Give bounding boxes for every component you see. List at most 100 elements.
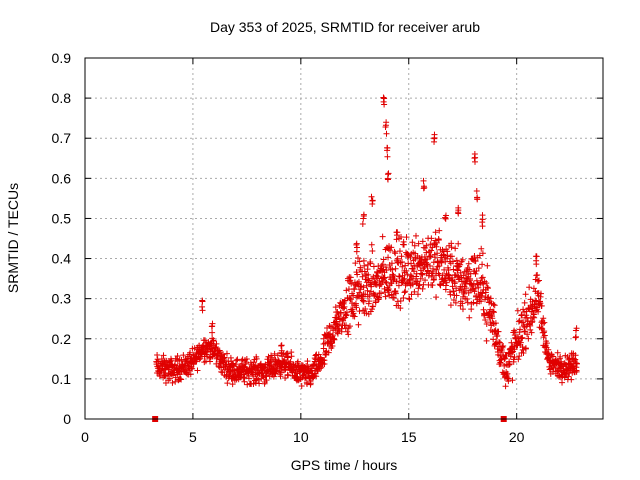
y-tick-label: 0.8 xyxy=(52,90,72,106)
data-point xyxy=(463,285,470,292)
data-point xyxy=(487,319,494,326)
data-point xyxy=(256,380,263,387)
data-point xyxy=(392,250,399,257)
data-point xyxy=(407,276,414,283)
data-point xyxy=(470,299,477,306)
data-point xyxy=(510,358,517,365)
data-point xyxy=(347,277,354,284)
data-point xyxy=(495,328,502,335)
data-point xyxy=(180,352,187,359)
data-point xyxy=(464,299,471,306)
data-point xyxy=(282,374,289,381)
data-point xyxy=(359,221,366,228)
data-point xyxy=(244,381,251,388)
data-point xyxy=(557,353,564,360)
data-point xyxy=(543,340,550,347)
data-point xyxy=(463,296,470,303)
data-point xyxy=(263,377,270,384)
data-point xyxy=(351,313,358,320)
data-point xyxy=(382,293,389,300)
data-point xyxy=(384,153,391,160)
data-point xyxy=(431,276,438,283)
data-point xyxy=(393,229,400,236)
data-point xyxy=(419,238,426,245)
data-point xyxy=(385,285,392,292)
x-axis-label: GPS time / hours xyxy=(291,457,398,473)
data-point xyxy=(271,350,278,357)
data-point xyxy=(385,170,392,177)
data-point xyxy=(430,265,437,272)
data-point xyxy=(428,235,435,242)
data-point xyxy=(359,297,366,304)
data-point xyxy=(516,353,523,360)
data-point xyxy=(455,207,462,214)
data-point xyxy=(443,279,450,286)
data-point xyxy=(216,349,223,356)
data-point xyxy=(498,349,505,356)
data-point xyxy=(304,381,311,387)
data-point xyxy=(392,265,399,272)
data-point xyxy=(497,352,504,359)
data-point xyxy=(398,253,405,260)
data-point xyxy=(568,376,575,383)
data-point xyxy=(382,278,389,285)
data-point xyxy=(407,272,414,279)
data-point xyxy=(387,247,394,254)
data-point xyxy=(396,273,403,280)
data-point xyxy=(442,214,449,221)
data-point xyxy=(354,271,361,278)
plot-frame xyxy=(84,57,604,420)
data-point xyxy=(157,371,164,378)
data-point xyxy=(534,272,541,279)
data-point xyxy=(533,257,540,264)
data-point xyxy=(234,356,241,363)
data-point xyxy=(452,299,459,306)
data-point xyxy=(449,258,456,265)
y-tick-label: 0.2 xyxy=(52,331,72,347)
data-point xyxy=(229,381,236,388)
data-point xyxy=(453,285,460,292)
data-point xyxy=(465,260,472,267)
data-point xyxy=(431,135,438,142)
data-point xyxy=(379,261,386,268)
data-point xyxy=(515,356,522,363)
data-point xyxy=(375,273,382,280)
data-point xyxy=(415,285,422,292)
data-point xyxy=(419,271,426,278)
data-point xyxy=(360,215,367,222)
data-point xyxy=(160,352,167,359)
data-point xyxy=(368,193,375,200)
data-point xyxy=(573,325,580,332)
data-point xyxy=(408,291,415,298)
data-point xyxy=(451,278,458,285)
data-point xyxy=(438,259,445,266)
data-point xyxy=(538,324,545,331)
data-point xyxy=(199,303,206,310)
data-point xyxy=(455,240,462,247)
data-point xyxy=(444,252,451,259)
data-point xyxy=(362,306,369,313)
data-point xyxy=(514,307,521,314)
data-point xyxy=(534,306,541,313)
data-point xyxy=(489,315,496,322)
data-point xyxy=(241,374,248,381)
data-point xyxy=(330,335,337,342)
data-point xyxy=(360,284,367,291)
data-point xyxy=(527,326,534,333)
y-tick-label: 0.4 xyxy=(52,251,72,267)
data-point xyxy=(365,271,372,278)
data-point xyxy=(541,328,548,335)
data-point xyxy=(410,275,417,282)
data-point xyxy=(403,267,410,274)
data-point xyxy=(547,365,554,372)
data-point xyxy=(403,234,410,241)
data-point xyxy=(447,302,454,309)
data-point xyxy=(573,368,580,375)
data-point xyxy=(471,288,478,295)
data-point xyxy=(397,305,404,312)
data-point xyxy=(253,355,260,362)
data-point xyxy=(190,361,197,368)
data-point xyxy=(307,380,314,387)
data-point xyxy=(391,248,398,255)
data-point xyxy=(572,352,579,359)
